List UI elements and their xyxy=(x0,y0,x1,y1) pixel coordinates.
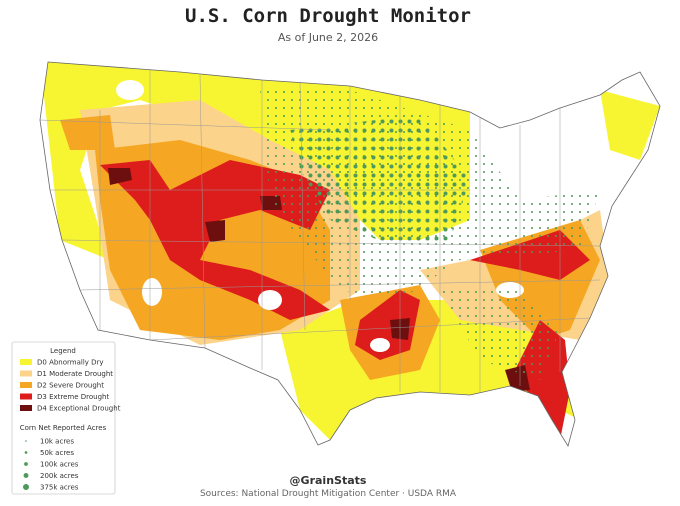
legend-label: 50k acres xyxy=(40,449,74,457)
legend-label: 200k acres xyxy=(40,472,79,480)
legend-label: D2 Severe Drought xyxy=(37,382,104,390)
legend-label: D1 Moderate Drought xyxy=(37,370,113,378)
legend-label: 375k acres xyxy=(40,484,79,492)
legend-swatch xyxy=(20,359,32,365)
legend-dot xyxy=(23,484,29,490)
legend-dot xyxy=(25,440,27,442)
legend: Legend Corn Net Reported Acres D0 Abnorm… xyxy=(11,341,121,495)
legend-title: Legend xyxy=(50,347,76,355)
legend-dot xyxy=(24,451,28,454)
legend-swatch xyxy=(20,382,32,388)
legend-label: 10k acres xyxy=(40,438,74,446)
legend-label: D3 Extreme Drought xyxy=(37,393,109,401)
legend-label: 100k acres xyxy=(40,461,79,469)
title: U.S. Corn Drought Monitor xyxy=(185,5,471,27)
legend-label: D0 Abnormally Dry xyxy=(37,359,104,367)
legend-swatch xyxy=(20,393,32,400)
subtitle: As of June 2, 2026 xyxy=(278,31,378,44)
legend-dot xyxy=(24,462,28,466)
legend-swatch xyxy=(20,370,32,377)
sources: Sources: National Drought Mitigation Cen… xyxy=(200,489,457,499)
legend-label: D4 Exceptional Drought xyxy=(37,405,121,413)
credit: @GrainStats xyxy=(290,474,367,487)
acres-title: Corn Net Reported Acres xyxy=(20,424,107,432)
legend-dot xyxy=(23,473,29,478)
legend-swatch xyxy=(20,405,32,411)
